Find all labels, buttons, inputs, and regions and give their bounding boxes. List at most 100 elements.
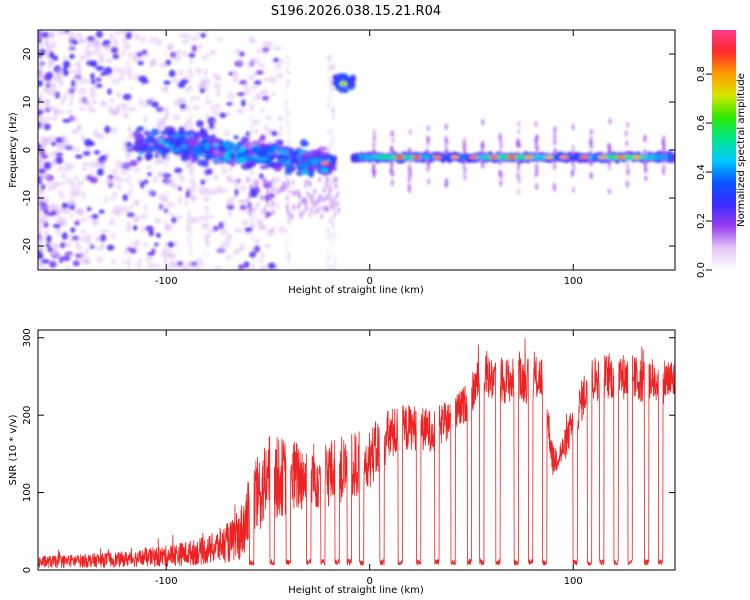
spectrogram-blob: [553, 126, 557, 133]
spectrogram-blob: [285, 68, 289, 75]
spectrogram-blob: [553, 133, 557, 141]
spectrogram-blob: [324, 195, 328, 202]
spectrogram-blob: [186, 235, 190, 242]
spectrogram-blob: [289, 189, 293, 196]
spectrogram-blob: [292, 190, 296, 197]
spectrogram-blob: [271, 130, 278, 137]
spectrogram-blob: [203, 152, 215, 160]
spectrogram-blob: [249, 58, 253, 65]
spectrogram-blob: [164, 197, 168, 204]
spectrogram-blob: [115, 91, 122, 99]
spectrogram-blob: [38, 110, 43, 116]
spectrogram-blob: [517, 160, 521, 167]
spectrogram-blob: [148, 146, 155, 151]
spectrogram-blob: [170, 260, 178, 267]
spectrogram-blob: [250, 106, 254, 113]
spectrogram-blob: [38, 116, 43, 121]
spectrogram-blob: [263, 206, 267, 213]
spectrogram-blob: [165, 113, 169, 120]
spectrogram-blob: [256, 178, 260, 185]
spectrogram-blob: [291, 179, 295, 186]
spectrogram-blob: [534, 135, 538, 143]
spectrogram-blob: [38, 122, 45, 128]
spectrogram-blob: [328, 64, 332, 71]
spectrogram-blob: [284, 155, 291, 160]
spectrogram-blob: [164, 181, 173, 186]
spectrogram-blob: [188, 66, 192, 73]
spectrogram-blob: [180, 266, 187, 270]
spectrogram-blob: [115, 176, 124, 184]
spectrogram-blob: [56, 210, 62, 217]
spectrogram-blob: [498, 136, 502, 144]
spectrogram-blob: [57, 165, 65, 172]
spectrogram-blob: [253, 159, 260, 164]
spectrogram-blob: [468, 155, 478, 159]
spectrogram-blob: [171, 77, 179, 84]
spectrogram-blob: [74, 187, 82, 195]
spectrogram-blob: [284, 243, 288, 250]
spectrogram-blob: [165, 44, 173, 51]
spectrogram-blob: [111, 78, 120, 85]
spectrogram-blob: [82, 150, 91, 156]
spectrogram-blob: [462, 161, 466, 168]
spectrogram-blob: [46, 115, 51, 122]
spectrogram-blob: [212, 71, 217, 79]
spectrogram-blob: [40, 174, 47, 181]
spectrogram-blob: [169, 212, 175, 218]
spectrogram-blob: [372, 140, 376, 148]
spectrogram-blob: [552, 182, 556, 189]
spectrogram-blob: [412, 155, 422, 159]
spectrogram-blob: [113, 30, 123, 35]
spectrogram-blob: [250, 168, 254, 175]
spectrogram-blob: [203, 30, 209, 35]
spectrogram-blob: [38, 205, 42, 212]
spectrogram-blob: [167, 137, 174, 142]
spectrogram-blob: [43, 230, 50, 237]
spectrogram-blob: [200, 147, 207, 152]
spectrogram-blob: [330, 128, 334, 135]
spectrogram-blob: [571, 144, 575, 151]
spectrogram-blob: [320, 161, 329, 166]
spectrogram-blob: [323, 152, 331, 160]
spectrogram-blob: [243, 83, 249, 90]
spectrogram-blob: [371, 162, 376, 170]
spectrogram-blob: [262, 40, 269, 49]
spectrogram-blob: [54, 156, 64, 165]
spectrogram-blob: [107, 88, 112, 95]
spectrogram-blob: [65, 265, 71, 270]
spectrogram-blob: [95, 236, 101, 242]
spectrogram-blob: [127, 147, 131, 154]
spectrogram-blob: [216, 74, 221, 80]
spectrogram-y-tick-label: 10: [22, 96, 33, 109]
spectrogram-blob: [135, 260, 142, 269]
spectrogram-blob: [76, 236, 82, 243]
spectrogram-blob: [285, 84, 289, 91]
spectrogram-blob: [258, 259, 264, 264]
spectrogram-blob: [426, 125, 431, 132]
spectrogram-blob: [249, 265, 253, 270]
spectrogram-blob: [120, 167, 126, 175]
spectrogram-blob: [176, 136, 186, 142]
spectrogram-blob: [263, 77, 270, 82]
spectrogram-blob: [322, 187, 326, 194]
spectrogram-blob: [258, 157, 267, 162]
spectrogram-blob: [286, 182, 290, 189]
spectrogram-blob: [274, 202, 280, 209]
spectrogram-blob: [277, 115, 284, 122]
spectrogram-blob: [626, 169, 630, 176]
spectrogram-blob: [38, 198, 46, 205]
spectrogram-blob: [331, 65, 335, 72]
spectrogram-blob: [250, 84, 259, 90]
spectrogram-blob: [190, 261, 194, 268]
spectrogram-blob: [191, 44, 197, 53]
spectrogram-blob: [143, 100, 149, 109]
spectrogram-blob: [331, 221, 335, 228]
spectrogram-blob: [219, 244, 224, 252]
spectrogram-blob: [64, 242, 72, 248]
spectrogram-blob: [205, 94, 209, 101]
spectrogram-blob: [104, 44, 109, 51]
spectrogram-blob: [231, 195, 238, 200]
spectrogram-blob: [425, 148, 429, 155]
spectrogram-blob: [168, 144, 175, 149]
snr-x-axis: -100 0 100: [155, 330, 583, 587]
